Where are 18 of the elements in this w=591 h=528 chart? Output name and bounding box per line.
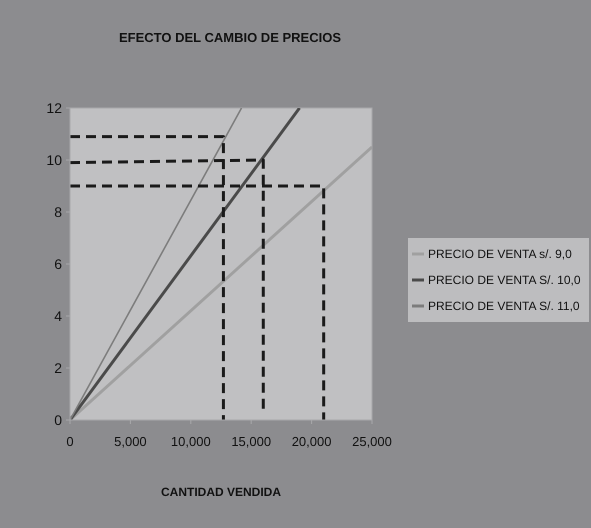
y-tick-label: 4 xyxy=(54,308,62,324)
legend-label: PRECIO DE VENTA s/. 9,0 xyxy=(428,247,572,262)
x-axis-title: CANTIDAD VENDIDA xyxy=(161,485,282,499)
x-tick-label: 5,000 xyxy=(114,434,147,449)
x-tick-label: 20,000 xyxy=(292,434,332,449)
x-tick-label: 0 xyxy=(66,434,74,449)
y-tick-label: 10 xyxy=(46,152,62,168)
legend-label: PRECIO DE VENTA S/. 11,0 xyxy=(428,299,580,314)
x-tick-label: 10,000 xyxy=(170,434,211,449)
y-tick-label: 12 xyxy=(46,100,62,116)
legend-label: PRECIO DE VENTA S/. 10,0 xyxy=(428,273,581,288)
x-tick-label: 15,000 xyxy=(231,434,272,449)
y-tick-label: 2 xyxy=(54,360,62,376)
y-tick-label: 6 xyxy=(54,256,62,272)
x-tick-label: 25,000 xyxy=(352,434,392,449)
chart-title: EFECTO DEL CAMBIO DE PRECIOS xyxy=(119,30,342,45)
y-tick-label: 0 xyxy=(54,412,62,428)
y-tick-label: 8 xyxy=(54,204,62,220)
